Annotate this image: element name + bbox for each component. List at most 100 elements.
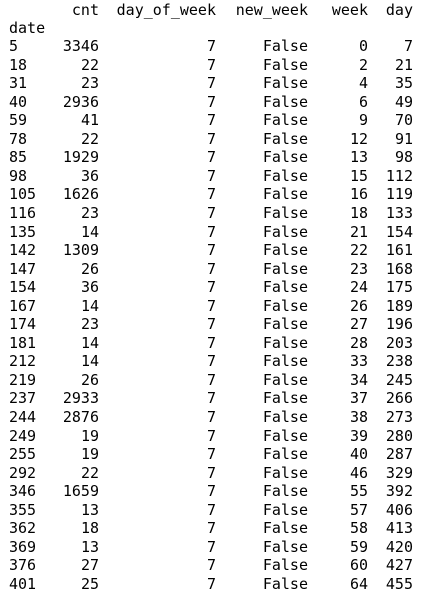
cell-day: 98 xyxy=(394,148,413,167)
cell-week: 40 xyxy=(349,445,368,464)
cell-day-of-week: 7 xyxy=(206,333,216,352)
column-header-day: day xyxy=(385,1,413,19)
table-row: 98 36 7 False 15 112 xyxy=(0,167,422,185)
index-cell-date: 135 xyxy=(9,222,37,241)
cell-day: 266 xyxy=(385,389,413,408)
cell-cnt: 14 xyxy=(80,222,99,241)
cell-cnt: 2936 xyxy=(62,92,99,111)
cell-new-week: False xyxy=(262,315,308,334)
cell-new-week: False xyxy=(262,389,308,408)
cell-week: 6 xyxy=(358,92,368,111)
cell-day: 70 xyxy=(394,111,413,130)
cell-new-week: False xyxy=(262,74,308,93)
cell-day: 287 xyxy=(385,445,413,464)
table-row: 154 36 7 False 24 175 xyxy=(0,278,422,296)
cell-new-week: False xyxy=(262,222,308,241)
cell-day: 91 xyxy=(394,129,413,148)
cell-day-of-week: 7 xyxy=(206,129,216,148)
cell-week: 60 xyxy=(349,556,368,575)
cell-week: 23 xyxy=(349,259,368,278)
column-header-new-week: new_week xyxy=(235,1,308,19)
index-cell-date: 355 xyxy=(9,500,37,519)
table-row: 40 2936 7 False 6 49 xyxy=(0,93,422,111)
cell-cnt: 26 xyxy=(80,370,99,389)
cell-week: 64 xyxy=(349,574,368,593)
table-row: 362 18 7 False 58 413 xyxy=(0,519,422,537)
cell-week: 33 xyxy=(349,352,368,371)
table-row: 212 14 7 False 33 238 xyxy=(0,352,422,370)
cell-new-week: False xyxy=(262,482,308,501)
cell-week: 37 xyxy=(349,389,368,408)
table-row: 18 22 7 False 2 21 xyxy=(0,56,422,74)
cell-week: 4 xyxy=(358,74,368,93)
cell-new-week: False xyxy=(262,241,308,260)
cell-new-week: False xyxy=(262,445,308,464)
cell-new-week: False xyxy=(262,519,308,538)
index-header-row: date xyxy=(0,19,422,37)
cell-cnt: 2933 xyxy=(62,389,99,408)
cell-day: 455 xyxy=(385,574,413,593)
table-row: 105 1626 7 False 16 119 xyxy=(0,185,422,203)
cell-cnt: 23 xyxy=(80,315,99,334)
cell-cnt: 41 xyxy=(80,111,99,130)
cell-week: 58 xyxy=(349,519,368,538)
index-cell-date: 78 xyxy=(9,129,28,148)
cell-week: 0 xyxy=(358,37,368,55)
cell-new-week: False xyxy=(262,278,308,297)
table-row: 116 23 7 False 18 133 xyxy=(0,204,422,222)
cell-week: 39 xyxy=(349,426,368,445)
table-row: 142 1309 7 False 22 161 xyxy=(0,241,422,259)
cell-cnt: 22 xyxy=(80,463,99,482)
cell-day-of-week: 7 xyxy=(206,556,216,575)
table-row: 147 26 7 False 23 168 xyxy=(0,260,422,278)
index-cell-date: 212 xyxy=(9,352,37,371)
cell-day: 161 xyxy=(385,241,413,260)
cell-new-week: False xyxy=(262,55,308,74)
cell-cnt: 23 xyxy=(80,203,99,222)
cell-day: 245 xyxy=(385,370,413,389)
column-header-day-of-week: day_of_week xyxy=(116,1,216,19)
index-cell-date: 401 xyxy=(9,574,37,593)
cell-day-of-week: 7 xyxy=(206,352,216,371)
cell-day-of-week: 7 xyxy=(206,55,216,74)
index-cell-date: 98 xyxy=(9,166,28,185)
cell-week: 34 xyxy=(349,370,368,389)
table-row: 244 2876 7 False 38 273 xyxy=(0,408,422,426)
cell-day-of-week: 7 xyxy=(206,166,216,185)
cell-new-week: False xyxy=(262,463,308,482)
cell-day-of-week: 7 xyxy=(206,296,216,315)
cell-cnt: 13 xyxy=(80,537,99,556)
index-cell-date: 219 xyxy=(9,370,37,389)
table-row: 376 27 7 False 60 427 xyxy=(0,556,422,574)
cell-week: 57 xyxy=(349,500,368,519)
cell-week: 21 xyxy=(349,222,368,241)
index-cell-date: 249 xyxy=(9,426,37,445)
cell-new-week: False xyxy=(262,129,308,148)
cell-day-of-week: 7 xyxy=(206,74,216,93)
cell-new-week: False xyxy=(262,203,308,222)
cell-new-week: False xyxy=(262,556,308,575)
index-cell-date: 142 xyxy=(9,241,37,260)
table-row: 237 2933 7 False 37 266 xyxy=(0,389,422,407)
cell-new-week: False xyxy=(262,500,308,519)
table-row: 31 23 7 False 4 35 xyxy=(0,74,422,92)
index-cell-date: 369 xyxy=(9,537,37,556)
cell-cnt: 13 xyxy=(80,500,99,519)
column-header-row: cnt day_of_week new_week week day xyxy=(0,1,422,19)
table-row: 255 19 7 False 40 287 xyxy=(0,445,422,463)
cell-day-of-week: 7 xyxy=(206,426,216,445)
cell-day-of-week: 7 xyxy=(206,222,216,241)
cell-new-week: False xyxy=(262,185,308,204)
cell-week: 22 xyxy=(349,241,368,260)
cell-day: 168 xyxy=(385,259,413,278)
cell-day: 35 xyxy=(394,74,413,93)
cell-day-of-week: 7 xyxy=(206,482,216,501)
cell-day: 280 xyxy=(385,426,413,445)
index-cell-date: 105 xyxy=(9,185,37,204)
column-header-cnt: cnt xyxy=(71,1,99,19)
cell-day: 112 xyxy=(385,166,413,185)
cell-cnt: 23 xyxy=(80,74,99,93)
cell-cnt: 14 xyxy=(80,296,99,315)
table-row: 59 41 7 False 9 70 xyxy=(0,111,422,129)
